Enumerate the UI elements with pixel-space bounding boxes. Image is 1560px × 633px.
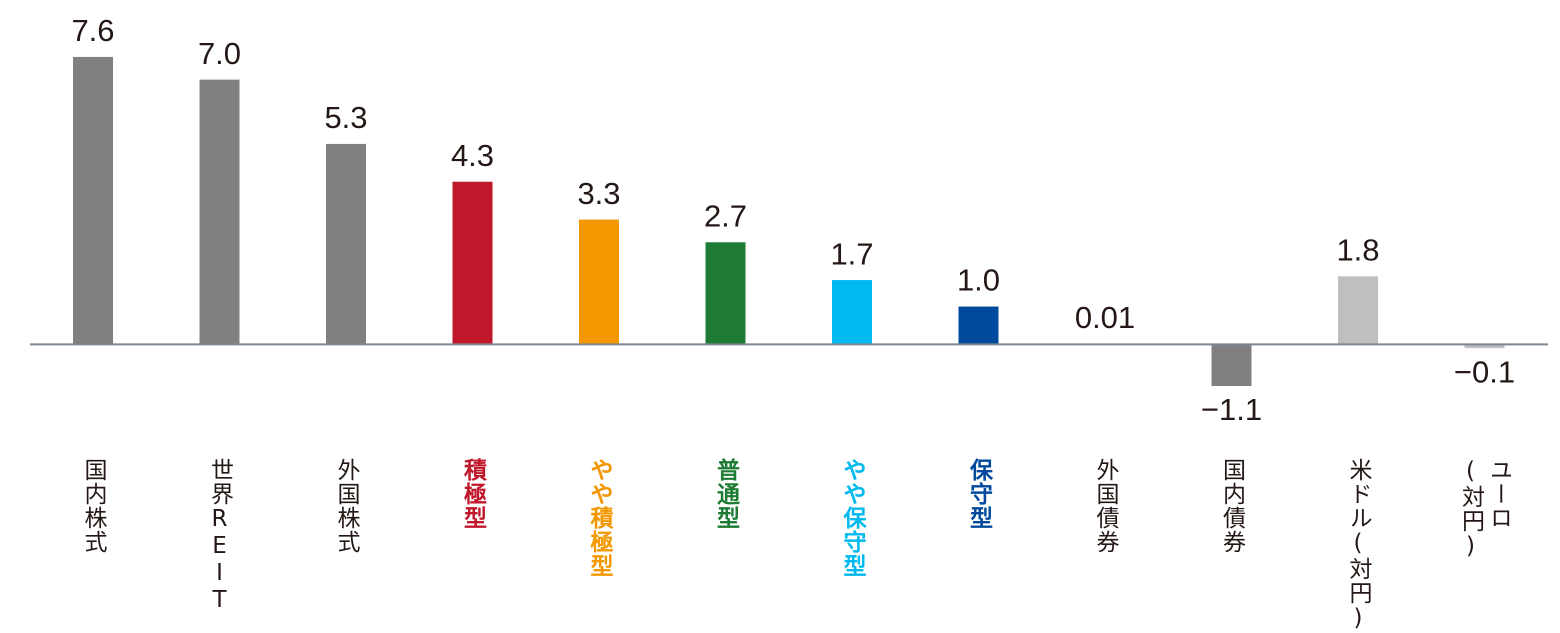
value-label: 7.0 (198, 36, 241, 71)
category-label: やや保守型 (839, 458, 865, 578)
value-label: 4.3 (451, 138, 494, 173)
bar (832, 280, 872, 345)
bar (579, 219, 619, 345)
category-label: 外国債券 (1092, 458, 1118, 554)
value-label: 1.0 (957, 263, 1000, 298)
category-label: 外国株式 (333, 458, 359, 554)
category-label: 国内債券 (1218, 458, 1245, 554)
value-label: −0.1 (1454, 354, 1515, 389)
category-label: 保守型 (965, 458, 992, 530)
value-label: 3.3 (577, 176, 620, 211)
bar (1464, 344, 1505, 349)
bar (1211, 344, 1252, 386)
value-label: 1.8 (1336, 232, 1379, 267)
value-label: 2.7 (704, 198, 747, 233)
category-label: 世界REIT (206, 458, 233, 614)
value-label: 0.01 (1075, 300, 1135, 335)
category-label: やや積極型 (586, 458, 612, 578)
value-label: 5.3 (324, 100, 367, 135)
bar (958, 306, 999, 345)
category-label: ユーロ (対円) (1457, 458, 1512, 560)
category-label: 国内株式 (80, 458, 106, 554)
bar (1338, 276, 1378, 345)
category-label: 積極型 (459, 458, 486, 530)
value-label: 7.6 (71, 13, 114, 48)
bar (73, 56, 113, 345)
bar (326, 143, 366, 345)
bar (452, 181, 493, 345)
value-label: 1.7 (830, 236, 873, 271)
value-label: −1.1 (1201, 392, 1262, 427)
category-label: 米ドル(対円) (1345, 458, 1371, 632)
bar (705, 242, 746, 345)
bar (199, 79, 240, 345)
category-label: 普通型 (712, 458, 739, 530)
